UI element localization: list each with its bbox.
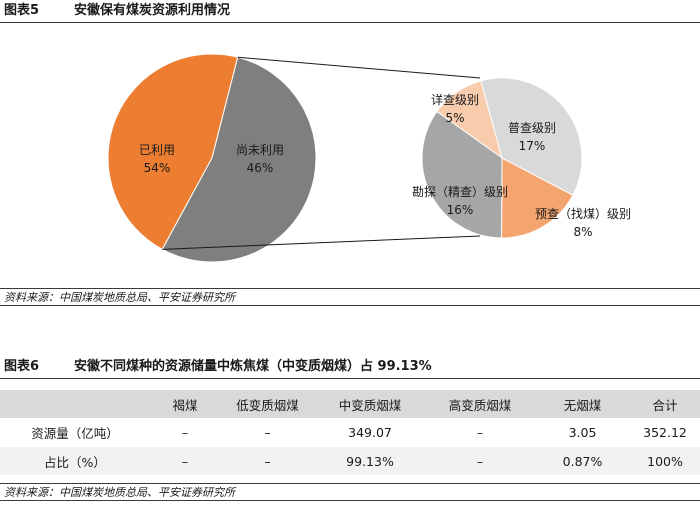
coal-reserve-table: 褐煤 低变质烟煤 中变质烟煤 高变质烟煤 无烟煤 合计 资源量（亿吨） – – … xyxy=(0,390,700,475)
pie-label-unused: 尚未利用 46% xyxy=(236,143,284,175)
table-cell: – xyxy=(220,418,315,447)
table-cell: – xyxy=(150,446,220,475)
pie-slice-general xyxy=(480,77,583,196)
figure6-header: 图表6 安徽不同煤种的资源储量中炼焦煤（中变质烟煤）占 99.13% xyxy=(0,356,700,379)
table-cell: 3.05 xyxy=(535,418,630,447)
pie-slice-prospecting xyxy=(501,157,574,239)
table-header-cell: 中变质烟煤 xyxy=(315,390,425,418)
pie-label-prospecting: 预查（找煤）级别 8% xyxy=(535,207,631,239)
figure5-header: 图表5 安徽保有煤炭资源利用情况 xyxy=(0,0,700,23)
table-cell: 349.07 xyxy=(315,418,425,447)
pie-label-general: 普查级别 17% xyxy=(508,121,556,153)
table-cell: 100% xyxy=(630,446,700,475)
pie-chart: 已利用 54% 尚未利用 46% 详查级别 5% 普查级别 17% 预查（找煤）级别 8% 勘探（精… xyxy=(107,53,631,263)
table-header-cell: 低变质烟煤 xyxy=(220,390,315,418)
table-cell: – xyxy=(425,446,535,475)
table-header-cell: 合计 xyxy=(630,390,700,418)
pie-label-exploration: 勘探（精查）级别 16% xyxy=(412,185,508,217)
table-header-cell: 无烟煤 xyxy=(535,390,630,418)
table-cell: 352.12 xyxy=(630,418,700,447)
pie-slice-exploration xyxy=(421,110,503,239)
row-label: 占比（%） xyxy=(0,446,150,475)
row-label: 资源量（亿吨） xyxy=(0,418,150,447)
table-header-cell xyxy=(0,390,150,418)
table-cell: – xyxy=(220,446,315,475)
connector-line-top xyxy=(237,56,481,79)
table-header-cell: 褐煤 xyxy=(150,390,220,418)
connector-line-bottom xyxy=(162,235,481,250)
table-cell: 99.13% xyxy=(315,446,425,475)
pie-label-detail: 详查级别 5% xyxy=(431,92,479,125)
table-row: 资源量（亿吨） – – 349.07 – 3.05 352.12 xyxy=(0,418,700,447)
table-header-cell: 高变质烟煤 xyxy=(425,390,535,418)
figure6-number: 图表6 xyxy=(4,359,40,374)
figure5-source: 资料来源：中国煤炭地质总局、平安证券研究所 xyxy=(0,288,700,306)
pie-slice-unused xyxy=(161,56,317,263)
table-cell: 0.87% xyxy=(535,446,630,475)
pie-slice-used xyxy=(107,53,239,251)
pie-label-used: 已利用 54% xyxy=(139,143,175,175)
table-row: 占比（%） – – 99.13% – 0.87% 100% xyxy=(0,446,700,475)
figure6-title: 安徽不同煤种的资源储量中炼焦煤（中变质烟煤）占 99.13% xyxy=(74,359,432,374)
table-cell: – xyxy=(425,418,535,447)
table-header-row: 褐煤 低变质烟煤 中变质烟煤 高变质烟煤 无烟煤 合计 xyxy=(0,390,700,418)
figure5-title: 安徽保有煤炭资源利用情况 xyxy=(74,3,231,18)
figure5-number: 图表5 xyxy=(4,3,40,18)
figure6-source: 资料来源：中国煤炭地质总局、平安证券研究所 xyxy=(0,483,700,501)
table-cell: – xyxy=(150,418,220,447)
